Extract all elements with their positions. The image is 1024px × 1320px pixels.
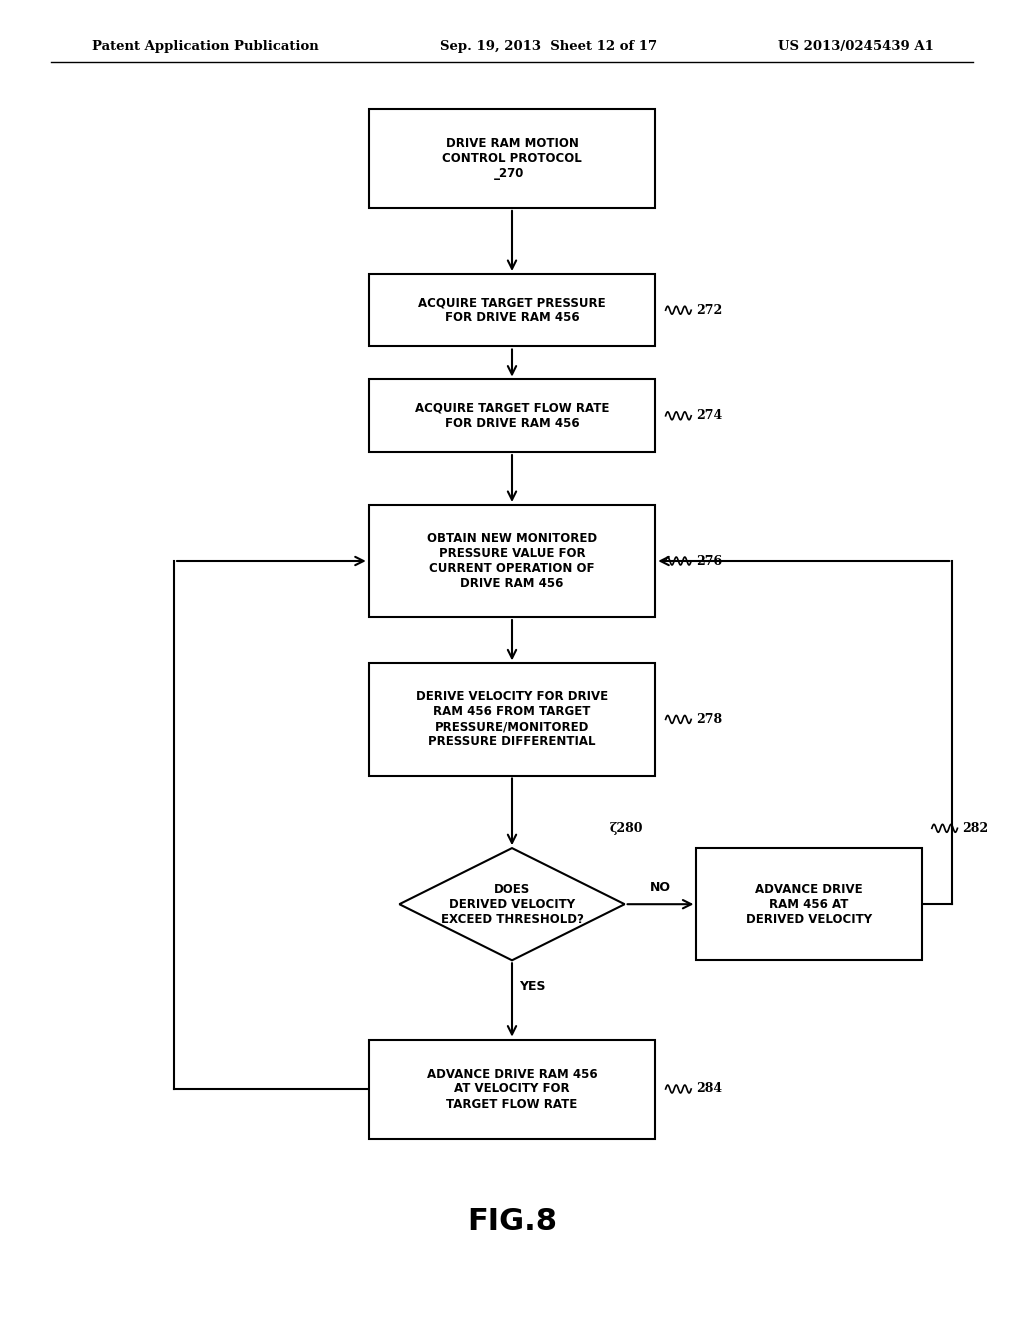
Text: US 2013/0245439 A1: US 2013/0245439 A1 <box>778 40 934 53</box>
Text: 282: 282 <box>963 822 989 834</box>
Text: ζ280: ζ280 <box>609 822 643 834</box>
Text: ADVANCE DRIVE RAM 456
AT VELOCITY FOR
TARGET FLOW RATE: ADVANCE DRIVE RAM 456 AT VELOCITY FOR TA… <box>427 1068 597 1110</box>
Text: DOES
DERIVED VELOCITY
EXCEED THRESHOLD?: DOES DERIVED VELOCITY EXCEED THRESHOLD? <box>440 883 584 925</box>
FancyBboxPatch shape <box>369 110 655 207</box>
Text: 276: 276 <box>696 554 723 568</box>
FancyBboxPatch shape <box>369 1040 655 1138</box>
Text: DERIVE VELOCITY FOR DRIVE
RAM 456 FROM TARGET
PRESSURE/MONITORED
PRESSURE DIFFER: DERIVE VELOCITY FOR DRIVE RAM 456 FROM T… <box>416 690 608 748</box>
FancyBboxPatch shape <box>369 506 655 618</box>
FancyBboxPatch shape <box>369 273 655 346</box>
Text: YES: YES <box>519 981 546 993</box>
Text: 274: 274 <box>696 409 723 422</box>
Text: 278: 278 <box>696 713 723 726</box>
Text: ACQUIRE TARGET FLOW RATE
FOR DRIVE RAM 456: ACQUIRE TARGET FLOW RATE FOR DRIVE RAM 4… <box>415 401 609 430</box>
Text: Sep. 19, 2013  Sheet 12 of 17: Sep. 19, 2013 Sheet 12 of 17 <box>440 40 657 53</box>
Text: DRIVE RAM MOTION
CONTROL PROTOCOL
̲270: DRIVE RAM MOTION CONTROL PROTOCOL ̲270 <box>442 137 582 180</box>
Text: Patent Application Publication: Patent Application Publication <box>92 40 318 53</box>
Text: 284: 284 <box>696 1082 723 1096</box>
Text: 272: 272 <box>696 304 723 317</box>
Polygon shape <box>399 849 625 961</box>
FancyBboxPatch shape <box>369 379 655 451</box>
Text: OBTAIN NEW MONITORED
PRESSURE VALUE FOR
CURRENT OPERATION OF
DRIVE RAM 456: OBTAIN NEW MONITORED PRESSURE VALUE FOR … <box>427 532 597 590</box>
Text: FIG.8: FIG.8 <box>467 1206 557 1236</box>
Text: ADVANCE DRIVE
RAM 456 AT
DERIVED VELOCITY: ADVANCE DRIVE RAM 456 AT DERIVED VELOCIT… <box>745 883 872 925</box>
Text: ACQUIRE TARGET PRESSURE
FOR DRIVE RAM 456: ACQUIRE TARGET PRESSURE FOR DRIVE RAM 45… <box>418 296 606 325</box>
FancyBboxPatch shape <box>369 663 655 776</box>
Text: NO: NO <box>650 880 671 894</box>
FancyBboxPatch shape <box>696 847 922 961</box>
